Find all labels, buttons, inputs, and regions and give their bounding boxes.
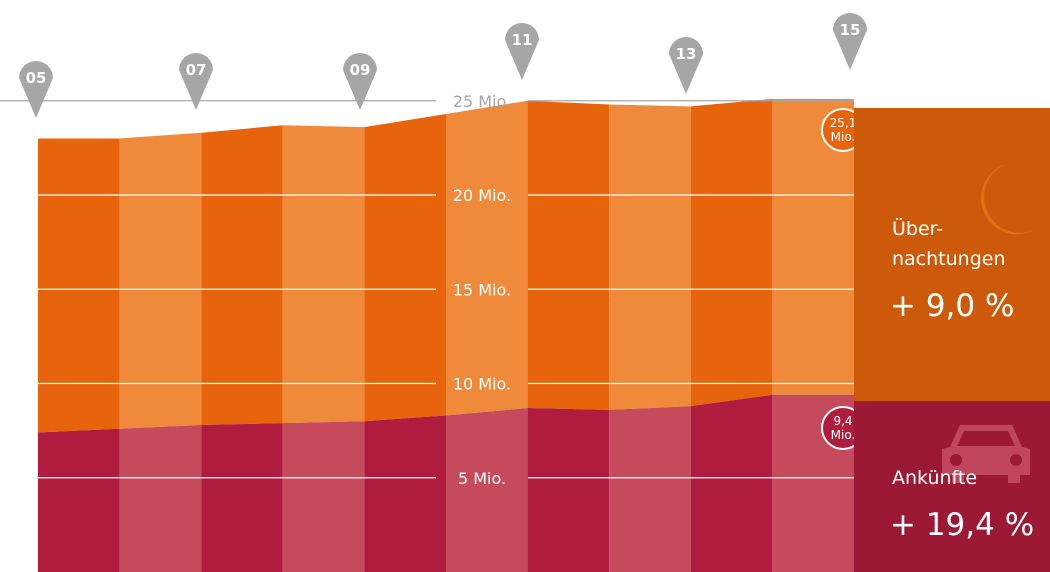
year-marker-05: 05 xyxy=(19,61,53,118)
year-marker-07: 07 xyxy=(179,53,213,110)
year-marker-label: 07 xyxy=(186,61,207,79)
area-ankuenfte-2008 xyxy=(282,421,365,572)
end-value-unit: Mio. xyxy=(831,428,856,442)
y-tick-label: 25 Mio. xyxy=(453,92,511,111)
area-ankuenfte-2005 xyxy=(38,428,120,572)
area-uebernachtungen-2007 xyxy=(201,125,283,425)
area-uebernachtungen-2011 xyxy=(527,100,610,410)
area-uebernachtungen-2005 xyxy=(38,138,120,433)
y-tick-label: 15 Mio. xyxy=(453,280,511,299)
year-marker-11: 11 xyxy=(505,23,539,80)
end-value-number: 9,4 xyxy=(833,414,852,428)
area-ankuenfte-2006 xyxy=(119,424,202,572)
area-ankuenfte-2007 xyxy=(201,423,283,572)
area-ankuenfte-2011 xyxy=(527,408,610,572)
panel-arrivals-change: + 19,4 % xyxy=(890,507,1035,543)
area-ankuenfte-2009 xyxy=(364,415,446,572)
end-value-number: 25,1 xyxy=(830,116,857,130)
year-marker-label: 09 xyxy=(350,61,371,79)
year-marker-09: 09 xyxy=(343,53,377,110)
year-marker-label: 13 xyxy=(676,45,697,63)
year-marker-15: 15 xyxy=(833,13,867,70)
y-tick-label: 20 Mio. xyxy=(453,186,511,205)
year-marker-label: 11 xyxy=(512,31,533,49)
year-marker-label: 15 xyxy=(840,21,861,39)
panel-arrivals-label: Ankünfte xyxy=(892,467,978,489)
area-uebernachtungen-2012 xyxy=(609,104,691,410)
area-ankuenfte-2013 xyxy=(690,394,773,572)
panel-nights-label: Über-nachtungen xyxy=(892,218,1006,270)
area-uebernachtungen-2013 xyxy=(690,98,773,407)
end-value-unit: Mio. xyxy=(831,130,856,144)
car-icon xyxy=(942,425,1030,483)
area-uebernachtungen-2008 xyxy=(282,125,365,424)
area-uebernachtungen-2006 xyxy=(119,132,202,429)
panel-ankuenfte: Ankünfte + 19,4 % xyxy=(854,401,1050,572)
panel-uebernachtungen: Über-nachtungen + 9,0 % xyxy=(854,108,1050,401)
area-uebernachtungen-2009 xyxy=(364,113,446,422)
area-uebernachtungen-2014 xyxy=(772,98,854,395)
area-ankuenfte-2010 xyxy=(446,408,528,572)
panel-nights-change: + 9,0 % xyxy=(890,288,1015,324)
area-uebernachtungen-2010 xyxy=(446,100,528,416)
y-tick-label: 10 Mio. xyxy=(453,375,511,394)
year-marker-13: 13 xyxy=(669,37,703,94)
year-marker-label: 05 xyxy=(26,69,47,87)
area-ankuenfte-2012 xyxy=(609,406,691,572)
y-tick-label: 5 Mio. xyxy=(458,469,506,488)
